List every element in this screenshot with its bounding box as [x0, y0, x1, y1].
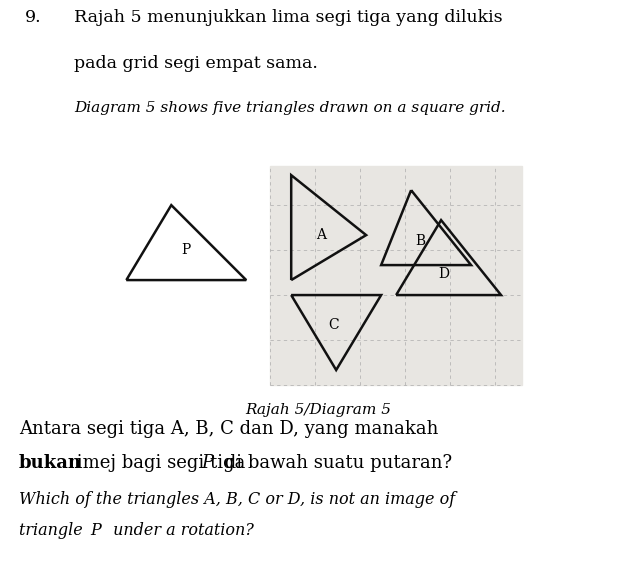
Text: P: P [90, 522, 100, 538]
Text: under a rotation?: under a rotation? [108, 522, 254, 538]
Text: P: P [201, 454, 213, 472]
Text: Which of the triangles A, B, C or D, is not an image of: Which of the triangles A, B, C or D, is … [19, 491, 455, 508]
Text: P: P [182, 243, 191, 257]
Text: triangle: triangle [19, 522, 88, 538]
Text: 9.: 9. [25, 9, 42, 26]
Text: bukan: bukan [19, 454, 82, 472]
Text: pada grid segi empat sama.: pada grid segi empat sama. [74, 55, 318, 72]
Text: Rajah 5 menunjukkan lima segi tiga yang dilukis: Rajah 5 menunjukkan lima segi tiga yang … [74, 9, 503, 26]
Polygon shape [270, 166, 522, 385]
Text: imej bagi segi tiga: imej bagi segi tiga [71, 454, 251, 472]
Text: Diagram 5 shows five triangles drawn on a square grid.: Diagram 5 shows five triangles drawn on … [74, 101, 506, 115]
Text: di bawah suatu putaran?: di bawah suatu putaran? [219, 454, 452, 472]
Text: B: B [415, 234, 425, 248]
Text: C: C [328, 318, 338, 332]
Text: Rajah 5/Diagram 5: Rajah 5/Diagram 5 [245, 403, 391, 417]
Text: Antara segi tiga A, B, C dan D, yang manakah: Antara segi tiga A, B, C dan D, yang man… [19, 420, 438, 438]
Text: A: A [316, 228, 326, 242]
Text: D: D [439, 267, 450, 281]
